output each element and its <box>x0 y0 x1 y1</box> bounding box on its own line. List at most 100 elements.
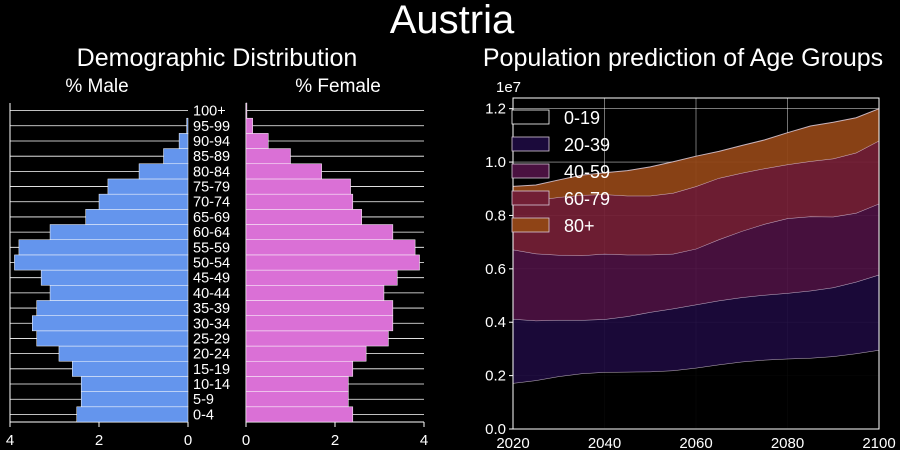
age-label-25-29: 25-29 <box>193 331 230 347</box>
female-x-tick-label: 0 <box>242 432 250 449</box>
female-bar-50-54 <box>245 254 420 271</box>
female-bar-65-69 <box>245 209 362 225</box>
age-label-65-69: 65-69 <box>193 210 230 226</box>
area-y-tick-label: 1.0 <box>485 154 506 171</box>
male-bar-85-89 <box>163 148 189 165</box>
female-bar-100+ <box>245 102 248 119</box>
female-x-tick-label: 2 <box>331 432 339 449</box>
area-band-20-39 <box>513 274 879 384</box>
age-label-70-74: 70-74 <box>193 195 230 211</box>
area-plot-frame <box>512 97 880 430</box>
female-bar-60-64 <box>245 224 394 240</box>
female-bar-90-94 <box>245 133 269 149</box>
area-band-0-19 <box>513 349 879 429</box>
age-label-0-4: 0-4 <box>193 407 214 423</box>
male-bar-15-19 <box>72 360 189 377</box>
male-bar-95-99 <box>186 117 189 134</box>
age-label-35-39: 35-39 <box>193 301 230 317</box>
area-y-tick-label: 0.4 <box>485 314 506 331</box>
male-bar-0-4 <box>76 406 189 423</box>
y-offset-label: 1e7 <box>496 79 521 96</box>
age-label-45-49: 45-49 <box>193 271 230 287</box>
male-x-tick-label: 2 <box>95 432 103 449</box>
pyramid-chart: Demographic Distribution % Male % Female… <box>6 44 428 449</box>
projection-chart: Population prediction of Age Groups 1e7 … <box>483 44 896 450</box>
age-label-85-89: 85-89 <box>193 149 230 165</box>
female-bar-55-59 <box>245 239 416 256</box>
female-bar-45-49 <box>245 269 398 286</box>
age-label-15-19: 15-19 <box>193 362 230 378</box>
male-bar-45-49 <box>40 269 189 286</box>
area-y-tick-label: 1.2 <box>485 101 506 118</box>
legend-swatch-60-79 <box>511 190 550 206</box>
age-label-30-34: 30-34 <box>193 316 230 332</box>
legend: 0-19 20-39 40-59 60-79 80+ <box>511 108 610 236</box>
male-bar-50-54 <box>14 254 189 271</box>
female-axis-title: % Female <box>295 76 381 97</box>
area-x-tick-label: 2060 <box>679 435 712 450</box>
age-label-5-9: 5-9 <box>193 392 214 408</box>
female-bar-10-14 <box>245 376 349 392</box>
area-x-tick-label: 2040 <box>588 435 621 450</box>
male-bar-55-59 <box>18 239 189 256</box>
legend-label-60-79: 60-79 <box>564 189 610 209</box>
area-band-60-79 <box>513 140 879 256</box>
age-label-10-14: 10-14 <box>193 377 230 393</box>
area-y-tick-label: 0.0 <box>485 421 506 438</box>
female-bar-0-4 <box>245 406 354 423</box>
female-panel: 0 2 4 <box>242 102 428 449</box>
age-label-20-24: 20-24 <box>193 347 230 363</box>
male-bar-10-14 <box>80 376 189 392</box>
legend-label-40-59: 40-59 <box>564 162 610 182</box>
legend-swatch-0-19 <box>511 109 550 125</box>
male-bar-60-64 <box>49 224 189 240</box>
age-label-100+: 100+ <box>193 104 226 120</box>
male-panel: 4 2 0 <box>6 103 192 449</box>
female-bar-85-89 <box>245 148 291 165</box>
area-band-40-59 <box>513 203 879 321</box>
area-band-edge-80+ <box>512 108 880 187</box>
female-bar-25-29 <box>245 330 389 347</box>
male-axis-title: % Male <box>65 76 128 97</box>
figure-title: Austria <box>390 0 515 42</box>
female-bar-5-9 <box>245 391 349 408</box>
pyramid-title: Demographic Distribution <box>77 44 358 72</box>
legend-label-80+: 80+ <box>564 216 595 236</box>
age-group-labels: 0-45-910-1415-1920-2425-2930-3435-3940-4… <box>193 104 230 424</box>
area-y-tick-label: 0.8 <box>485 207 506 224</box>
age-label-75-79: 75-79 <box>193 180 230 196</box>
male-bar-75-79 <box>107 178 189 195</box>
female-bar-20-24 <box>245 345 367 362</box>
area-panel: 2020 2040 2060 2080 2100 0.0 0.2 0.4 0.6 0.8 1.0 1.… <box>485 97 896 450</box>
female-x-tick-label: 4 <box>420 432 428 449</box>
male-x-tick-label: 4 <box>6 432 14 449</box>
male-bar-35-39 <box>36 300 189 316</box>
age-label-95-99: 95-99 <box>193 119 230 135</box>
male-bar-30-34 <box>32 315 189 332</box>
area-x-tick-label: 2080 <box>771 435 804 450</box>
area-x-tick-label: 2100 <box>862 435 895 450</box>
female-bar-30-34 <box>245 315 394 332</box>
age-label-55-59: 55-59 <box>193 240 230 256</box>
female-bar-70-74 <box>245 193 354 210</box>
female-bar-75-79 <box>245 178 351 195</box>
male-bar-25-29 <box>36 330 189 347</box>
male-bar-5-9 <box>80 391 189 408</box>
age-label-90-94: 90-94 <box>193 134 230 150</box>
female-bar-80-84 <box>245 163 322 180</box>
female-bar-15-19 <box>245 360 354 377</box>
projection-title: Population prediction of Age Groups <box>483 44 883 72</box>
male-bar-80-84 <box>138 163 189 180</box>
male-bar-70-74 <box>98 193 189 210</box>
female-bar-40-44 <box>245 285 385 301</box>
area-band-edge-60-79 <box>512 140 880 201</box>
male-bar-65-69 <box>85 209 189 225</box>
area-y-tick-label: 0.6 <box>485 261 506 278</box>
male-bar-20-24 <box>58 345 189 362</box>
age-label-50-54: 50-54 <box>193 256 230 272</box>
legend-swatch-80+ <box>511 217 550 233</box>
male-bar-40-44 <box>49 285 189 301</box>
area-band-80+ <box>513 108 879 201</box>
female-bar-95-99 <box>245 117 253 134</box>
